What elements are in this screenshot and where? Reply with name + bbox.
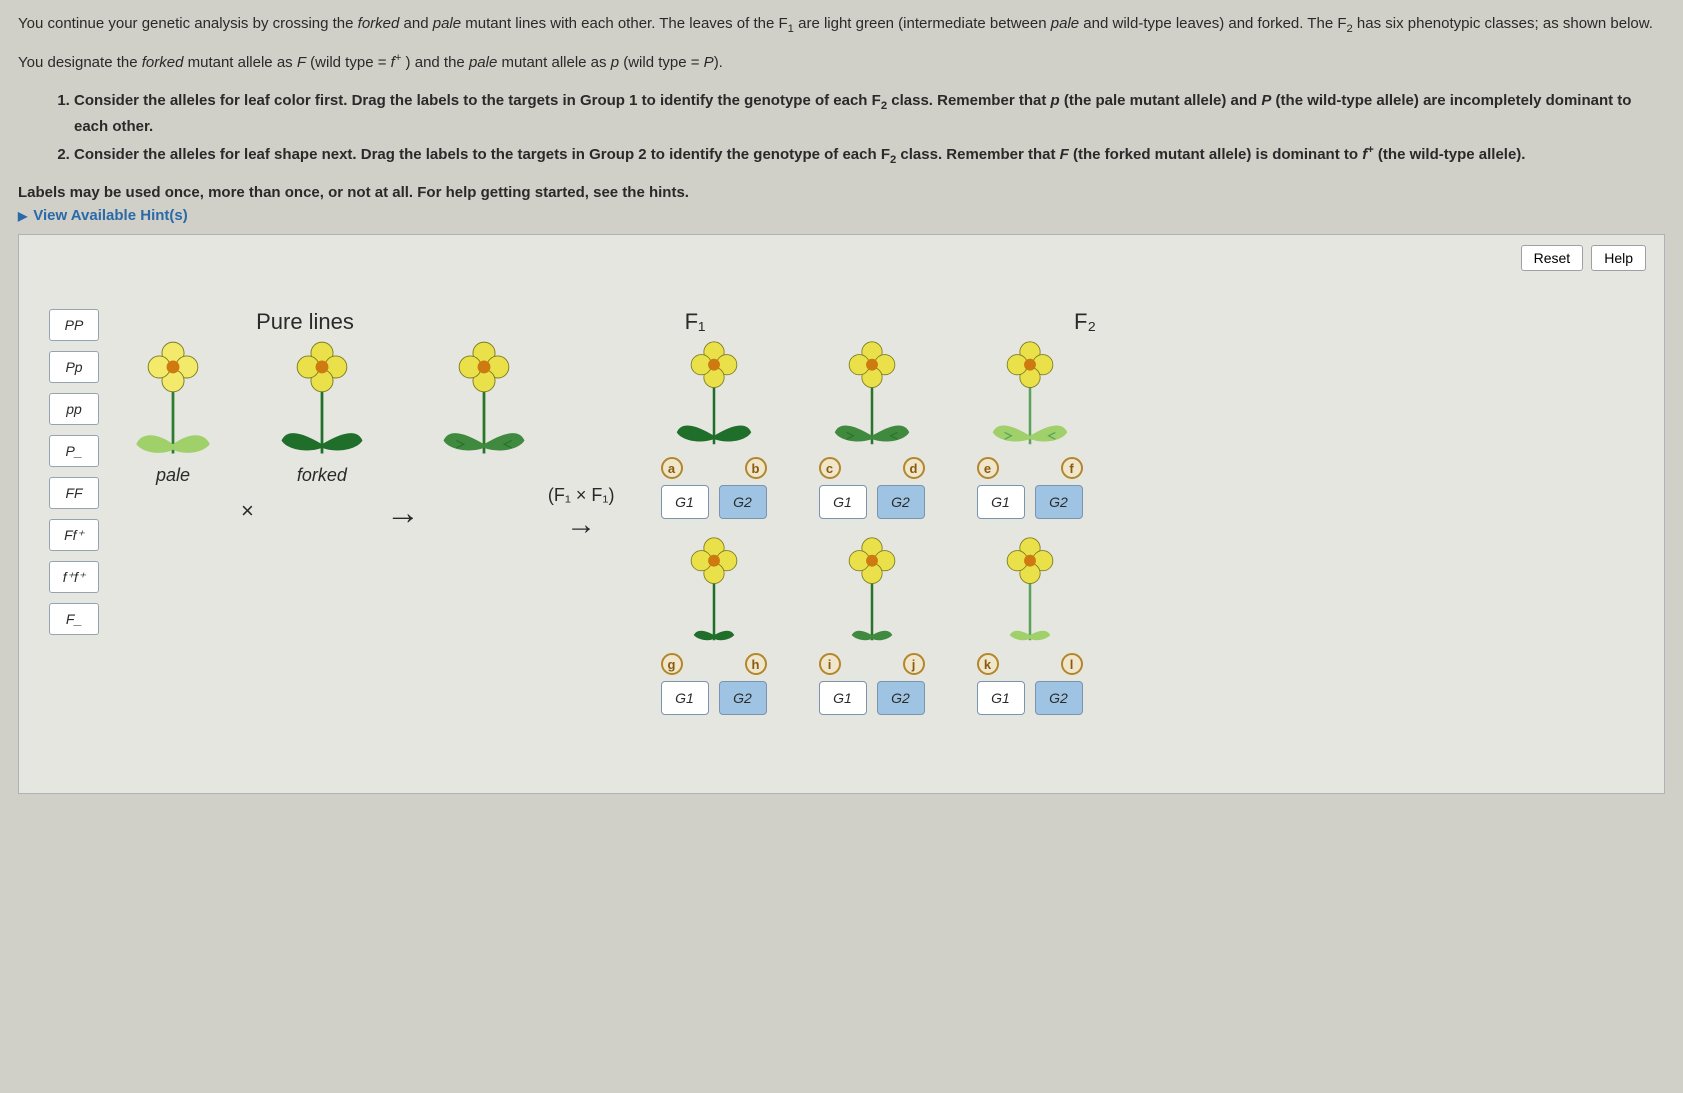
arrow-icon: → [386,494,420,563]
drop-target-g2-1[interactable]: G2 [719,485,767,519]
marker-h: h [745,653,767,675]
labels-usage-note: Labels may be used once, more than once,… [18,184,1665,201]
label-chip-ff[interactable]: Ff⁺ [49,519,99,551]
header-pure-lines: Pure lines [245,309,365,335]
f2-class-6: k l G1 G2 [955,537,1105,715]
plant-pale: pale [127,341,219,486]
chevron-right-icon: ▶ [18,209,27,223]
drag-workspace: Reset Help PP Pp pp P_ FF Ff⁺ f⁺f⁺ F_ Pure line… [18,234,1665,794]
drop-target-g2-4[interactable]: G2 [719,681,767,715]
times-symbol: × [241,498,254,558]
marker-f: f [1061,457,1083,479]
label-chip-ff[interactable]: FF [49,477,99,509]
intro-paragraph-2: You designate the forked mutant allele a… [18,50,1665,74]
drop-target-g1-4[interactable]: G1 [661,681,709,715]
f2-grid: a b G1 G2 c d G1 G2 e f G1 G2 g h G1 G2 i j G1 G2 k l G1 G2 [639,341,1105,715]
label-chip-pp[interactable]: pp [49,393,99,425]
drop-target-g2-5[interactable]: G2 [877,681,925,715]
caption-forked: forked [297,465,347,486]
marker-i: i [819,653,841,675]
marker-a: a [661,457,683,479]
marker-l: l [1061,653,1083,675]
label-palette: PP Pp pp P_ FF Ff⁺ f⁺f⁺ F_ [29,309,117,715]
label-chip-p[interactable]: P_ [49,435,99,467]
drop-target-g1-5[interactable]: G1 [819,681,867,715]
label-chip-f[interactable]: F_ [49,603,99,635]
header-f2: F₂ [1025,309,1145,335]
instruction-list: Consider the alleles for leaf color firs… [74,89,1665,170]
caption-pale: pale [156,465,190,486]
drop-target-g2-3[interactable]: G2 [1035,485,1083,519]
f2-class-2: c d G1 G2 [797,341,947,519]
view-hints-label: View Available Hint(s) [33,207,188,224]
reset-button[interactable]: Reset [1521,245,1584,271]
view-hints-toggle[interactable]: ▶ View Available Hint(s) [18,207,188,224]
drop-target-g2-2[interactable]: G2 [877,485,925,519]
drop-target-g1-2[interactable]: G1 [819,485,867,519]
f2-class-5: i j G1 G2 [797,537,947,715]
drop-target-g1-3[interactable]: G1 [977,485,1025,519]
drop-target-g2-6[interactable]: G2 [1035,681,1083,715]
cross-diagram: Pure lines F₁ F₂ pale × forked → [127,309,1654,715]
label-chip-ff[interactable]: f⁺f⁺ [49,561,99,593]
marker-e: e [977,457,999,479]
marker-d: d [903,457,925,479]
label-chip-pp[interactable]: PP [49,309,99,341]
marker-b: b [745,457,767,479]
marker-g: g [661,653,683,675]
marker-c: c [819,457,841,479]
drop-target-g1-6[interactable]: G1 [977,681,1025,715]
instruction-1: Consider the alleles for leaf color firs… [74,89,1665,139]
f2-class-1: a b G1 G2 [639,341,789,519]
intro-paragraph-1: You continue your genetic analysis by cr… [18,12,1665,38]
marker-k: k [977,653,999,675]
plant-f1 [438,341,530,461]
f1-x-f1-label: (F₁ × F₁) [548,485,615,508]
instruction-2: Consider the alleles for leaf shape next… [74,142,1665,169]
drop-target-g1-1[interactable]: G1 [661,485,709,519]
header-f1: F₁ [635,309,755,335]
arrow-icon-2: → [566,508,596,542]
plant-forked: forked [276,341,368,486]
f2-class-3: e f G1 G2 [955,341,1105,519]
f2-class-4: g h G1 G2 [639,537,789,715]
label-chip-pp[interactable]: Pp [49,351,99,383]
marker-j: j [903,653,925,675]
help-button[interactable]: Help [1591,245,1646,271]
